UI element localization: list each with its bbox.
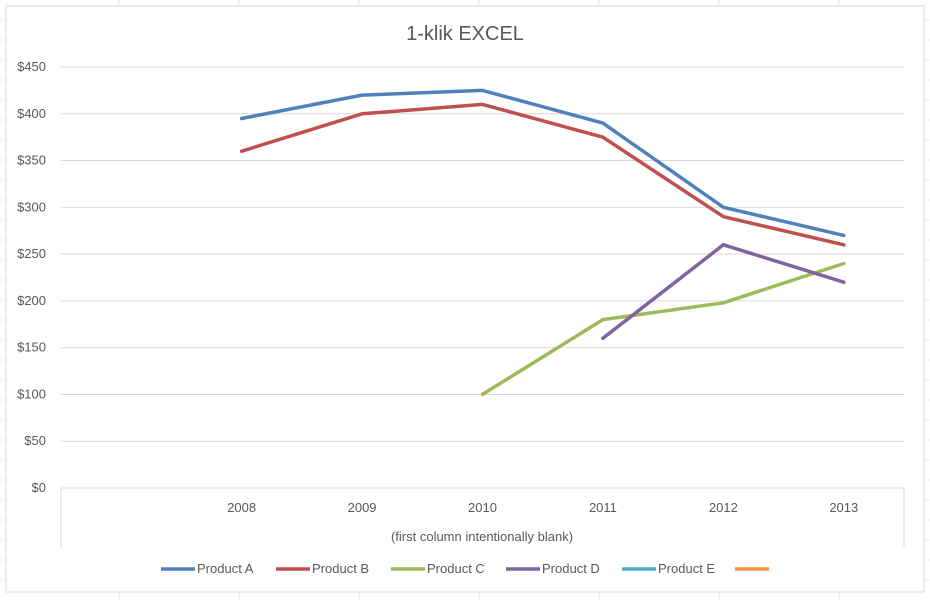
x-axis-frame <box>60 488 905 547</box>
x-tick-label: 2012 <box>709 500 738 515</box>
y-tick-label: $350 <box>17 153 46 168</box>
legend-label: Product C <box>427 561 485 576</box>
y-tick-label: $450 <box>17 59 46 74</box>
series-line <box>601 243 846 341</box>
y-tick-label: $50 <box>24 433 46 448</box>
y-tick-label: $0 <box>32 480 46 495</box>
gridlines <box>61 66 904 489</box>
chart-area <box>5 5 925 593</box>
chart-title: 1-klik EXCEL <box>406 23 524 45</box>
y-tick-label: $200 <box>17 293 46 308</box>
x-tick-label: 2009 <box>348 500 377 515</box>
y-tick-label: $250 <box>17 246 46 261</box>
series-line <box>480 261 846 397</box>
y-tick-label: $300 <box>17 199 46 214</box>
legend-label: Product E <box>658 561 715 576</box>
x-tick-label: 2011 <box>589 500 617 515</box>
y-tick-label: $400 <box>17 106 46 121</box>
legend: Product A Product B Product C Product D Prod… <box>161 561 769 576</box>
y-tick-label: $100 <box>17 386 46 401</box>
x-tick-label: 2010 <box>468 500 497 515</box>
legend-label: Product A <box>197 561 254 576</box>
x-axis-label: (first column intentionally blank) <box>391 529 573 544</box>
series-lines <box>239 88 846 397</box>
x-tick-label: 2008 <box>227 500 256 515</box>
y-tick-label: $150 <box>17 340 46 355</box>
series-line <box>239 88 846 238</box>
x-tick-label: 2013 <box>829 500 858 515</box>
series-line <box>239 102 846 247</box>
legend-label: Product D <box>542 561 600 576</box>
y-axis: $0 $50 $100 $150 $200 $250 $300 $350 $400 $450 <box>17 59 46 495</box>
x-axis: 2008 2009 2010 2011 2012 2013 <box>227 500 858 515</box>
legend-label: Product B <box>312 561 369 576</box>
